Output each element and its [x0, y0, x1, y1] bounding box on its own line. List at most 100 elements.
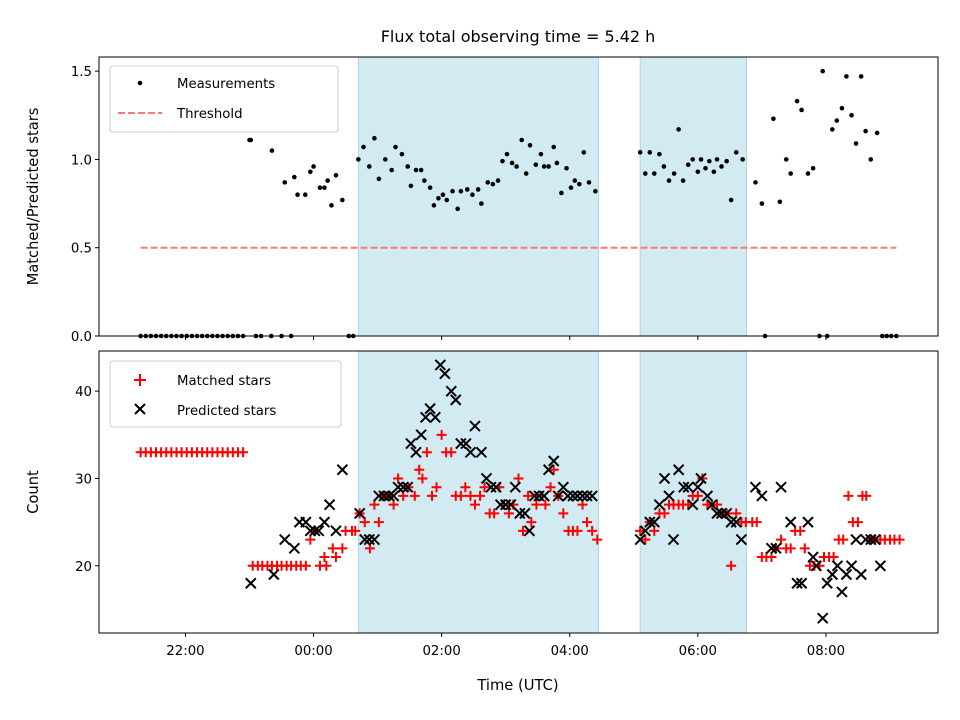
predicted-star-point	[831, 560, 844, 572]
predicted-star-point	[330, 525, 342, 537]
measurement-point	[799, 107, 804, 113]
predicted-star-point	[791, 577, 803, 589]
measurement-point	[464, 187, 470, 192]
predicted-star-point	[586, 490, 598, 502]
predicted-star-point	[434, 359, 447, 371]
predicted-star-point	[686, 498, 699, 511]
measurement-point	[450, 188, 455, 194]
legend-measurements-marker	[137, 80, 143, 86]
predicted-star-point	[419, 411, 432, 424]
measurement-point	[311, 164, 316, 169]
measurement-point	[753, 180, 758, 185]
measurement-point	[874, 130, 880, 136]
matched-star-point	[795, 525, 806, 536]
top-legend-box	[109, 65, 339, 133]
predicted-star-point	[450, 394, 462, 406]
matched-star-point	[558, 508, 569, 519]
predicted-star-point	[460, 437, 472, 450]
matched-star-point	[455, 490, 466, 501]
predicted-star-point	[725, 516, 737, 528]
top-shaded-interval	[639, 56, 748, 337]
matched-star-point	[409, 490, 420, 501]
predicted-star-point	[378, 490, 390, 502]
measurement-point	[666, 178, 672, 183]
predicted-star-point	[692, 481, 704, 493]
predicted-star-point	[542, 464, 555, 476]
matched-star-point	[572, 525, 583, 536]
predicted-star-point	[667, 533, 680, 546]
measurement-point	[340, 197, 345, 203]
predicted-star-point	[519, 507, 531, 520]
top-panel: 0.0 0.5 1.0 1.5 Matched/Predicted stars Mea…	[25, 56, 939, 345]
matched-star-point	[319, 552, 330, 563]
predicted-star-point	[869, 533, 881, 546]
measurement-point	[295, 192, 300, 198]
matched-star-point	[548, 464, 559, 475]
measurement-point	[707, 158, 712, 164]
measurement-point	[733, 150, 739, 155]
measurement-point	[690, 157, 696, 162]
measurement-point	[834, 118, 840, 123]
measurement-point	[805, 171, 811, 176]
bottom-axis-ticks: 20 30 40 22:00 00:00 02:00 04:00 06:00 08:00	[75, 385, 845, 659]
matched-star-point	[373, 517, 384, 528]
measurement-point	[427, 185, 433, 190]
predicted-star-point	[810, 560, 823, 572]
measurement-point	[564, 165, 569, 171]
measurement-point	[325, 178, 330, 183]
measurement-point	[523, 171, 529, 176]
matched-star-point	[446, 447, 457, 458]
bottom-plot-area	[135, 359, 905, 624]
predicted-star-point	[672, 464, 685, 476]
measurement-point	[431, 203, 437, 208]
measurement-point	[777, 199, 783, 205]
measurement-point	[637, 150, 643, 155]
matched-star-point	[460, 482, 471, 493]
predicted-star-point	[309, 525, 321, 537]
measurement-point	[361, 144, 366, 150]
predicted-star-point	[279, 533, 291, 546]
measurement-point	[500, 158, 505, 164]
matched-star-point	[692, 490, 703, 501]
measurement-point	[647, 150, 653, 155]
measurement-point	[533, 162, 539, 168]
legend-matched-label: Matched stars	[177, 374, 271, 389]
chart-title: Flux total observing time = 5.42 h	[381, 27, 656, 46]
measurement-point	[863, 128, 868, 134]
predicted-star-point	[836, 586, 848, 598]
predicted-star-point	[312, 525, 325, 537]
predicted-star-point	[634, 533, 646, 546]
measurement-point	[661, 164, 667, 169]
predicted-star-point	[678, 481, 690, 493]
measurement-point	[680, 178, 686, 183]
measurement-point	[527, 142, 533, 148]
matched-star-point	[417, 473, 428, 484]
measurement-point	[282, 180, 288, 185]
measurement-point	[356, 157, 361, 162]
predicted-star-point	[552, 490, 564, 502]
measurement-point	[783, 157, 789, 162]
top-axis-ticks: 0.0 0.5 1.0 1.5	[71, 65, 827, 345]
measurement-point	[541, 164, 547, 169]
predicted-star-point	[715, 507, 728, 520]
measurement-point	[820, 68, 826, 74]
measurement-point	[247, 137, 252, 143]
matched-star-point	[531, 499, 542, 510]
predicted-star-point	[359, 533, 371, 546]
measurement-point	[581, 150, 587, 155]
measurement-point	[593, 188, 598, 194]
matched-star-point	[545, 482, 556, 493]
measurement-point	[788, 171, 793, 176]
predicted-star-point	[494, 498, 507, 511]
matched-star-point	[393, 473, 404, 484]
predicted-star-point	[770, 542, 782, 555]
measurement-point	[333, 173, 339, 178]
measurement-point	[671, 171, 677, 176]
measurement-point	[853, 141, 859, 146]
matched-star-point	[587, 525, 598, 536]
measurement-point	[393, 144, 398, 150]
predicted-star-point	[464, 446, 477, 458]
matched-star-point	[469, 499, 480, 510]
top-axes-frame	[98, 56, 939, 337]
measurement-point	[376, 176, 382, 182]
